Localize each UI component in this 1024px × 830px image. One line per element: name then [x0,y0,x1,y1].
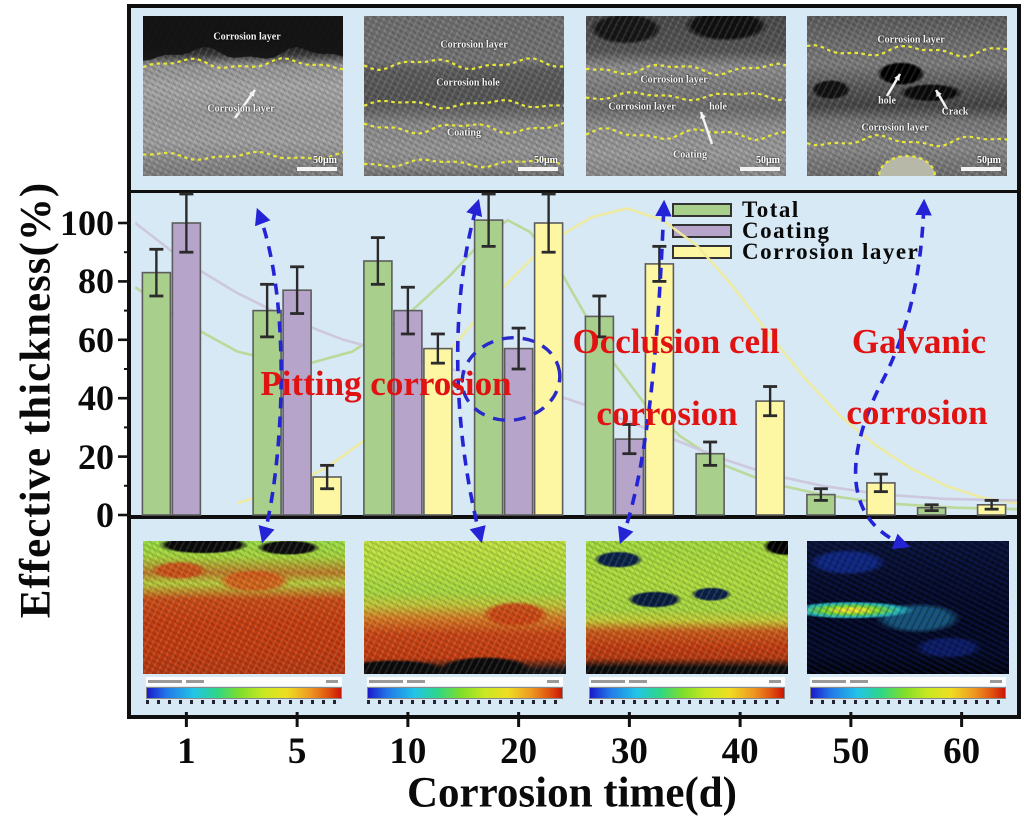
legend-label: Corrosion layer [742,239,920,264]
sem-image-60d: Corrosion layer hole Crack Corrosion layer 5… [807,16,1007,176]
scale-bar-line [518,167,558,171]
y-tick-label-40: 40 [78,378,114,419]
legend-item-corrosion-layer: Corrosion layer [672,239,920,264]
layer-boundary-dashed-line [586,127,786,142]
x-tick-label-40: 40 [721,731,759,772]
scale-bar: 50μm [297,155,337,171]
colorbar-caption-strip [589,677,785,686]
sem-annotations [143,16,343,162]
x-tick-label-5: 5 [287,731,307,772]
layer-boundary-dashed-line [364,158,564,169]
colorbar-caption-strip [810,677,1006,686]
sem-label: Coating [447,127,481,139]
sem-label: Corrosion hole [436,77,500,89]
layer-boundary-dashed-line [143,150,343,162]
x-tick-label-60: 60 [943,731,981,772]
scale-bar-line [961,167,1001,171]
scale-text: 50μm [756,155,780,166]
scale-text: 50μm [534,155,558,166]
sem-texture [364,16,564,176]
sem-label: Corrosion layer [608,101,676,113]
colorbar-ticks [589,700,785,704]
sem-label: hole [709,101,727,113]
y-tick-label-80: 80 [78,261,114,302]
colorbar-ticks [810,700,1006,704]
rainbow-colorbar [367,687,563,699]
pointer-arrow-white [233,89,257,119]
colorbar-caption-strip [146,677,342,686]
legend-item-coating: Coating [672,218,919,243]
layer-boundary-dashed-line [586,62,786,77]
y-tick-label-60: 60 [78,319,114,360]
chart-legend: Total Coating Corrosion layer [672,197,920,264]
rainbow-colorbar [589,687,785,699]
sem-annotations [364,57,564,169]
colorbar-ticks [146,700,342,704]
sem-texture [807,16,1007,176]
pointer-arrow-white [885,73,902,97]
sem-image-1d: Corrosion layer Corrosion layer 50μm [143,16,343,176]
sem-label: Corrosion layer [213,31,281,43]
colormap-image-60d [807,541,1009,704]
legend-swatch [672,202,732,217]
annotation-galvanic-line1: Galvanic [851,322,987,361]
sem-label: Corrosion layer [861,122,929,134]
layer-boundary-dashed-line [807,133,1007,148]
sem-image-5d: Corrosion layer Corrosion hole Coating 50μm [364,16,564,176]
layer-boundary-dashed-line [143,57,343,71]
colorbar-caption-strip [367,677,563,686]
panel-divider-bottom [131,515,1017,519]
x-tick-label-30: 30 [610,731,648,772]
scale-text: 50μm [313,155,337,166]
x-tick-label-1: 1 [177,731,196,772]
scale-bar-line [740,167,780,171]
layer-boundary-dashed-line [586,90,786,102]
rainbow-colorbar [810,687,1006,699]
sem-annotations [586,62,786,145]
scale-text: 50μm [977,155,1001,166]
y-tick-label-100: 100 [60,203,114,243]
scale-bar: 50μm [518,155,558,171]
y-tick-label-20: 20 [78,436,114,477]
rainbow-colorbar [146,687,342,699]
legend-item-total: Total [672,197,919,222]
annotation-galvanic-line2: corrosion [846,393,988,432]
scale-bar: 50μm [740,155,780,171]
layer-boundary-dashed-line [807,43,1007,58]
annotation-pitting-corrosion: Pitting corrosion [260,364,512,403]
legend-label: Total [742,197,800,222]
x-tick-label-20: 20 [500,731,538,772]
colorbar-ticks [367,700,563,704]
layer-boundary-dashed-line [364,99,564,110]
panel-divider-top [131,190,1017,193]
sem-label: Corrosion layer [440,39,508,51]
pointer-arrow-white [934,89,949,110]
x-tick-label-50: 50 [832,731,870,772]
sem-label: Corrosion layer [640,74,708,86]
legend-label: Coating [742,218,831,243]
colormap-image-5d [364,541,566,704]
x-tick-label-10: 10 [389,731,427,772]
layer-boundary-dashed-line [364,57,564,72]
annotation-occlusion-cell-line1: Occlusion cell [572,322,780,361]
sem-texture [586,16,786,176]
sem-label: Crack [941,106,969,118]
sem-label: Coating [673,149,707,161]
sem-image-30d: Corrosion layer Corrosion layer hole Coatin… [586,16,786,176]
sem-label: Corrosion layer [877,34,945,46]
scale-bar: 50μm [961,155,1001,171]
sem-label: hole [878,95,896,107]
y-tick-label-0: 0 [96,495,114,535]
legend-swatch [672,244,732,259]
annotation-occlusion-cell-line2: corrosion [596,394,738,433]
sem-annotations [807,43,1007,176]
colormap-image-30d [586,541,788,704]
legend-swatch [672,223,732,238]
scale-bar-line [297,167,337,171]
colormap-image-1d [143,541,345,704]
pointer-arrow-white [699,111,714,145]
sem-label: Corrosion layer [207,103,275,115]
x-axis-title: Corrosion time(d) [406,769,738,817]
